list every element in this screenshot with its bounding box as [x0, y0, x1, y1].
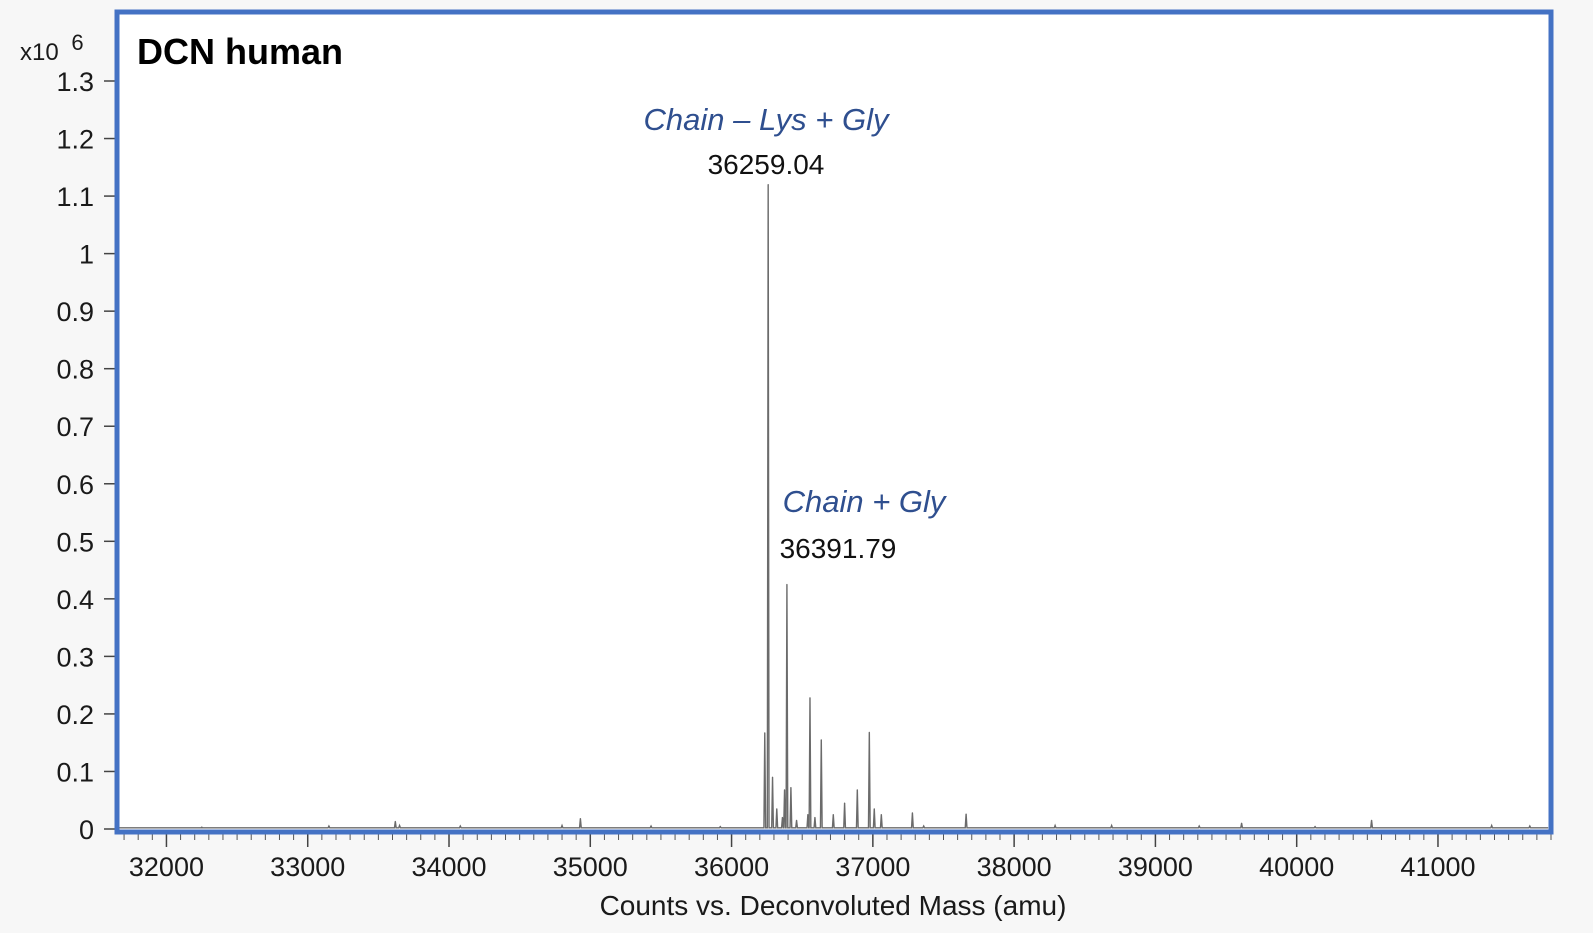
- spectrum-peak: [767, 183, 769, 186]
- y-tick-label: 0.7: [56, 412, 94, 442]
- x-tick-label: 39000: [1118, 852, 1193, 882]
- spectrum-peak: [1491, 824, 1493, 827]
- spectrum-peak: [807, 814, 809, 816]
- spectrum-peak: [764, 732, 766, 734]
- y-tick-label: 0.4: [56, 585, 94, 615]
- spectrum-peak: [868, 731, 870, 733]
- y-tick-label: 0.5: [56, 527, 94, 557]
- peak-annotations: Chain – Lys + Gly 36259.04 Chain + Gly 3…: [644, 102, 948, 564]
- plot-background: [117, 12, 1551, 832]
- spectrum-peak: [1198, 825, 1200, 827]
- spectrum-peak: [873, 808, 875, 810]
- spectrum-peak: [843, 802, 846, 804]
- spectrum-peak: [771, 776, 774, 778]
- x-tick-label: 32000: [129, 852, 204, 882]
- y-multiplier-exp: 6: [71, 30, 83, 55]
- y-tick-label: 0.2: [56, 700, 94, 730]
- y-axis: 0 0.1 0.2 0.3 0.4 0.5 0.6 0.7 0.8 0.9 1 1.1 1.2 1.3: [56, 67, 117, 845]
- y-multiplier-base: x10: [20, 39, 59, 66]
- y-tick-label: 0.6: [56, 470, 94, 500]
- spectrum-peak: [459, 825, 461, 827]
- x-tick-label: 38000: [977, 852, 1052, 882]
- x-tick-label: 37000: [835, 852, 910, 882]
- spectrum-peak: [1529, 825, 1531, 827]
- y-tick-label: 0.3: [56, 642, 94, 672]
- spectrum-peak: [1111, 824, 1113, 827]
- spectrum-peak: [911, 812, 914, 814]
- x-tick-label: 40000: [1259, 852, 1334, 882]
- spectrum-peak: [719, 826, 721, 828]
- spectrum-peak: [783, 789, 786, 791]
- spectrum-peak: [795, 819, 798, 821]
- spectrum-peak: [561, 824, 563, 827]
- x-tick-label: 33000: [270, 852, 345, 882]
- spectrum-peak: [809, 697, 811, 699]
- y-tick-label: 1.2: [56, 125, 94, 155]
- annotation-chain-gly-value: 36391.79: [780, 533, 897, 564]
- annotation-chain-lys-gly-value: 36259.04: [708, 149, 825, 180]
- spectrum-peak: [394, 820, 396, 823]
- y-multiplier: x10 6: [20, 30, 84, 66]
- spectrum-peak: [328, 825, 330, 827]
- y-tick-label: 1.3: [56, 67, 94, 97]
- spectrum-peak: [820, 739, 822, 741]
- spectrum-peak: [786, 583, 788, 586]
- annotation-chain-lys-gly-name: Chain – Lys + Gly: [644, 102, 891, 137]
- x-tick-label: 35000: [553, 852, 628, 882]
- x-tick-label: 34000: [411, 852, 486, 882]
- x-tick-label: 36000: [694, 852, 769, 882]
- spectrum-peak: [579, 818, 582, 820]
- plot-frame: [114, 9, 1554, 835]
- x-axis-title: Counts vs. Deconvoluted Mass (amu): [600, 890, 1067, 921]
- y-tick-label: 0.8: [56, 355, 94, 385]
- x-axis: 32000 33000 34000 35000 36000 37000 38000 39000…: [123, 834, 1552, 882]
- spectrum-peak: [1314, 826, 1316, 828]
- spectrum-peak: [814, 816, 816, 819]
- spectrum-trace: [117, 183, 1549, 829]
- spectrum-peak: [965, 813, 967, 815]
- spectrum-peak: [856, 789, 858, 791]
- spectrum-peak: [201, 826, 203, 828]
- y-tick-label: 0: [79, 815, 94, 845]
- annotation-chain-gly-name: Chain + Gly: [783, 484, 948, 519]
- spectrum-peak: [650, 825, 652, 827]
- y-tick-label: 1.1: [56, 182, 94, 212]
- x-tick-label: 41000: [1400, 852, 1475, 882]
- spectrum-peak: [1054, 824, 1056, 827]
- spectrum-peak: [1240, 822, 1243, 824]
- spectrum-peak: [781, 816, 784, 819]
- spectrum-peak: [880, 814, 882, 816]
- chart-title: DCN human: [137, 31, 343, 72]
- spectrum-peak: [398, 824, 401, 827]
- spectrum-peak: [923, 825, 925, 827]
- spectrum-peak: [776, 808, 778, 810]
- y-tick-label: 0.9: [56, 297, 94, 327]
- y-tick-label: 0.1: [56, 757, 94, 787]
- spectrum-peak: [832, 814, 834, 816]
- spectrum-peak: [1370, 819, 1373, 821]
- spectrum-peak: [790, 786, 792, 789]
- y-tick-label: 1: [79, 240, 94, 270]
